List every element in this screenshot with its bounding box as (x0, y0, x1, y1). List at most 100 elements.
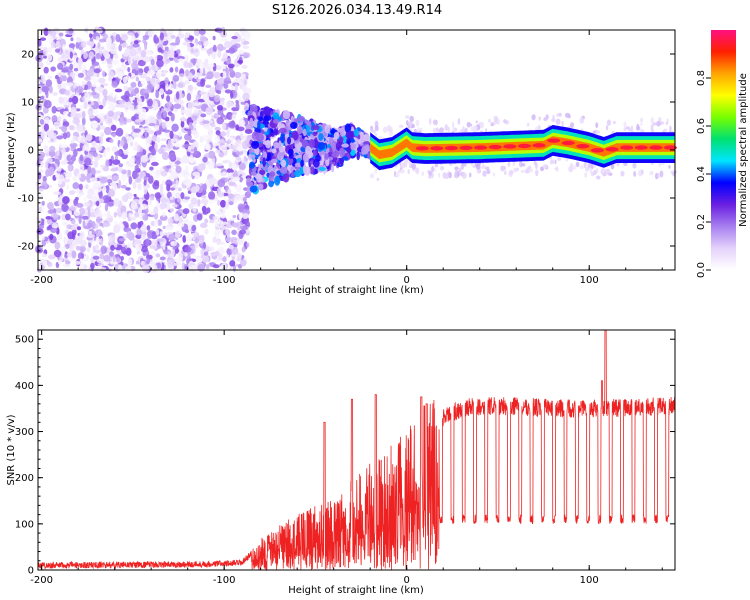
noise-blob (143, 89, 151, 94)
noise-blob (124, 90, 130, 100)
y-tick-label: 200 (15, 473, 34, 484)
noise-blob (107, 201, 115, 207)
noise-blob (146, 257, 150, 265)
noise-blob (241, 73, 245, 80)
signal-blob (272, 118, 280, 124)
spray-blob (496, 118, 501, 125)
noise-blob (239, 259, 247, 267)
noise-blob (58, 32, 64, 37)
noise-blob (114, 244, 118, 248)
noise-blob (89, 177, 98, 182)
noise-blob (102, 88, 108, 97)
noise-blob (194, 237, 199, 244)
spray-blob (411, 163, 417, 170)
noise-blob (109, 92, 114, 97)
noise-blob (154, 192, 162, 199)
spray-blob (584, 172, 588, 178)
signal-blob (281, 159, 287, 168)
noise-blob (120, 172, 127, 182)
noise-blob (212, 264, 220, 269)
noise-blob (170, 163, 175, 173)
x-tick-label: -100 (213, 575, 236, 586)
noise-blob (93, 181, 101, 186)
noise-blob (135, 260, 140, 265)
noise-blob (54, 241, 61, 250)
noise-blob (150, 58, 155, 66)
noise-blob (217, 241, 225, 245)
noise-blob (133, 128, 141, 133)
noise-blob (113, 224, 121, 234)
noise-blob (167, 49, 175, 58)
noise-blob (122, 64, 128, 71)
noise-blob (80, 239, 88, 247)
noise-blob (170, 240, 178, 247)
signal-blob (278, 127, 287, 134)
noise-blob (83, 197, 87, 201)
noise-blob (235, 184, 243, 192)
spray-blob (605, 125, 609, 131)
noise-blob (183, 60, 189, 69)
noise-blob (128, 258, 133, 266)
noise-blob (76, 226, 82, 231)
noise-blob (43, 66, 49, 74)
noise-blob (105, 184, 110, 194)
noise-blob (98, 38, 106, 43)
spray-blob (561, 120, 564, 127)
noise-blob (109, 251, 115, 257)
noise-blob (72, 241, 79, 246)
noise-blob (73, 148, 78, 158)
signal-blob (339, 147, 345, 158)
noise-blob (242, 45, 250, 49)
noise-blob (44, 117, 50, 124)
y-tick-label: 10 (21, 98, 34, 109)
signal-blob (356, 151, 360, 161)
noise-blob (233, 170, 238, 179)
signal-blob (294, 162, 302, 168)
noise-blob (49, 145, 56, 153)
noise-blob (193, 146, 198, 156)
noise-blob (171, 123, 179, 132)
noise-blob (201, 255, 210, 263)
spray-blob (543, 117, 548, 121)
noise-blob (169, 130, 174, 140)
noise-blob (237, 144, 242, 152)
spray-blob (520, 169, 525, 173)
noise-blob (64, 49, 69, 54)
noise-blob (196, 213, 203, 221)
noise-blob (78, 207, 86, 216)
spray-blob (551, 118, 556, 122)
noise-blob (95, 238, 102, 244)
noise-blob (98, 190, 103, 200)
noise-blob (75, 86, 84, 94)
spray-blob (428, 175, 431, 179)
noise-blob (70, 225, 78, 231)
noise-blob (224, 40, 232, 48)
noise-blob (114, 53, 119, 60)
carrier-peak (415, 146, 429, 151)
noise-blob (202, 211, 209, 215)
noise-blob (171, 190, 176, 197)
noise-blob (132, 171, 139, 179)
noise-blob (98, 77, 106, 84)
spray-blob (659, 170, 664, 178)
spectrogram-x-axis-label: Height of straight line (km) (288, 285, 424, 296)
noise-blob (148, 30, 155, 36)
spray-blob (370, 127, 374, 133)
noise-blob (160, 27, 165, 34)
noise-blob (151, 239, 158, 247)
noise-blob (183, 218, 189, 224)
spray-blob (568, 114, 571, 119)
snr-series-line (37, 329, 676, 572)
signal-blob (249, 117, 254, 128)
spray-blob (439, 127, 444, 133)
spray-blob (459, 129, 465, 134)
spray-blob (421, 171, 424, 177)
noise-blob (82, 220, 86, 227)
noise-blob (59, 144, 68, 149)
noise-blob (173, 262, 179, 267)
spray-blob (479, 121, 485, 129)
noise-blob (132, 181, 137, 189)
noise-blob (163, 50, 169, 59)
noise-blob (201, 205, 207, 213)
spray-blob (432, 119, 438, 125)
